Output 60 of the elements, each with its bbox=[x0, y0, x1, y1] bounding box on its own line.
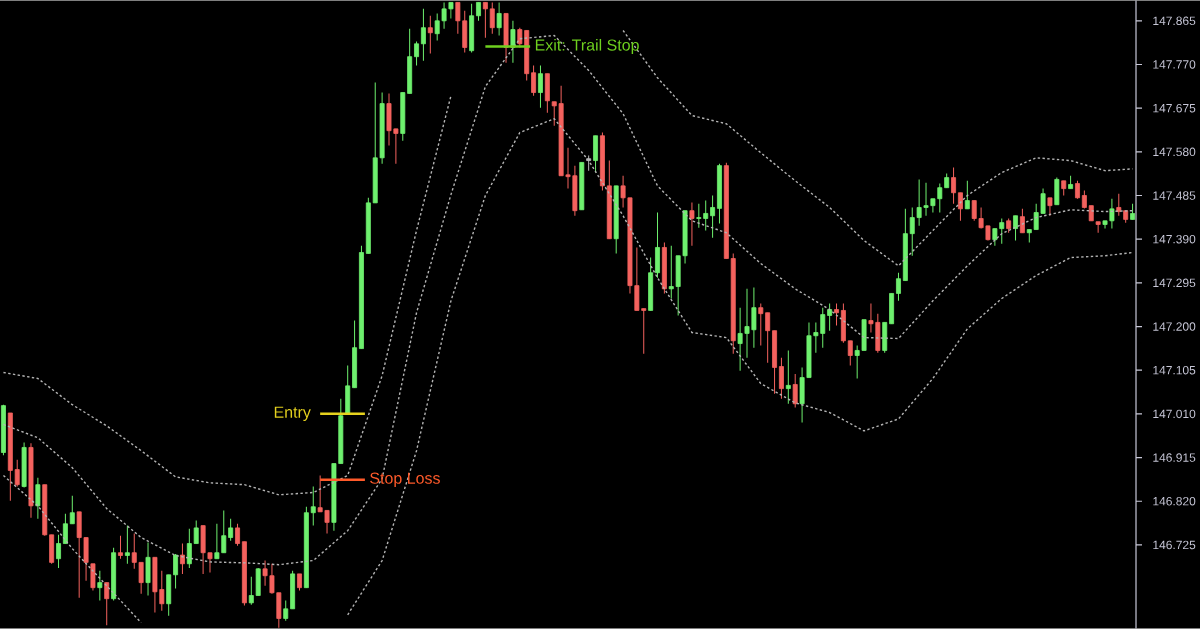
candlestick bbox=[951, 166, 957, 205]
candlestick bbox=[778, 357, 784, 400]
candlestick bbox=[173, 553, 179, 589]
candlestick bbox=[827, 302, 833, 332]
candlestick bbox=[235, 523, 240, 547]
y-tick-label: 146.820 bbox=[1153, 496, 1196, 506]
candlestick bbox=[847, 340, 853, 367]
candlestick bbox=[758, 302, 764, 346]
annotation: Exit: Trail Stop bbox=[535, 38, 639, 54]
candlestick bbox=[62, 513, 68, 544]
candlestick bbox=[283, 599, 289, 622]
candlestick bbox=[896, 272, 901, 302]
candlestick bbox=[476, 1, 481, 22]
candlestick bbox=[1095, 221, 1101, 234]
candlestick bbox=[179, 542, 185, 575]
candlestick bbox=[427, 15, 433, 54]
y-tick-label: 147.770 bbox=[1153, 60, 1196, 69]
annotation: Stop Loss bbox=[370, 472, 440, 487]
candlestick bbox=[689, 201, 695, 247]
y-tick-label: 147.105 bbox=[1153, 365, 1196, 375]
candlestick bbox=[104, 582, 110, 626]
candlestick bbox=[97, 570, 103, 601]
y-tick-label: 147.485 bbox=[1153, 191, 1196, 200]
candlestick bbox=[489, 1, 495, 35]
y-tick-label: 147.200 bbox=[1153, 322, 1196, 331]
candlestick bbox=[414, 40, 419, 66]
annotation: Entry bbox=[274, 406, 311, 421]
y-tick-label: 146.725 bbox=[1153, 540, 1196, 550]
y-tick-label: 147.675 bbox=[1153, 103, 1196, 113]
y-tick-label: 147.010 bbox=[1153, 409, 1196, 419]
candlestick bbox=[1047, 197, 1053, 217]
candlestick bbox=[35, 477, 41, 520]
candlestick bbox=[228, 518, 234, 542]
candlestick bbox=[765, 312, 771, 364]
candlestick bbox=[90, 563, 96, 591]
candlestick bbox=[538, 64, 543, 109]
candlestick bbox=[792, 373, 798, 408]
candlestick bbox=[1013, 215, 1018, 241]
candlestick bbox=[186, 528, 192, 569]
y-tick-label: 147.865 bbox=[1153, 16, 1196, 25]
candlestick bbox=[710, 194, 716, 239]
candlestick bbox=[56, 534, 61, 569]
y-tick-label: 146.915 bbox=[1153, 453, 1196, 462]
candlestick bbox=[310, 485, 316, 527]
candlestick bbox=[124, 525, 130, 565]
candlestick bbox=[193, 519, 199, 544]
candlestick bbox=[785, 349, 791, 405]
candlestick bbox=[510, 20, 516, 64]
candlestick bbox=[531, 64, 537, 97]
candlestick bbox=[964, 180, 970, 210]
candlestick bbox=[420, 8, 426, 62]
candlestick bbox=[14, 459, 20, 487]
y-tick-label: 147.295 bbox=[1153, 278, 1196, 288]
candlestick bbox=[957, 192, 963, 222]
candlestick bbox=[69, 495, 75, 525]
y-tick-label: 147.390 bbox=[1153, 234, 1196, 244]
candlestick bbox=[834, 302, 839, 327]
candlestick bbox=[118, 535, 123, 560]
candlestick bbox=[482, 1, 488, 39]
y-tick-label: 147.580 bbox=[1153, 147, 1196, 156]
